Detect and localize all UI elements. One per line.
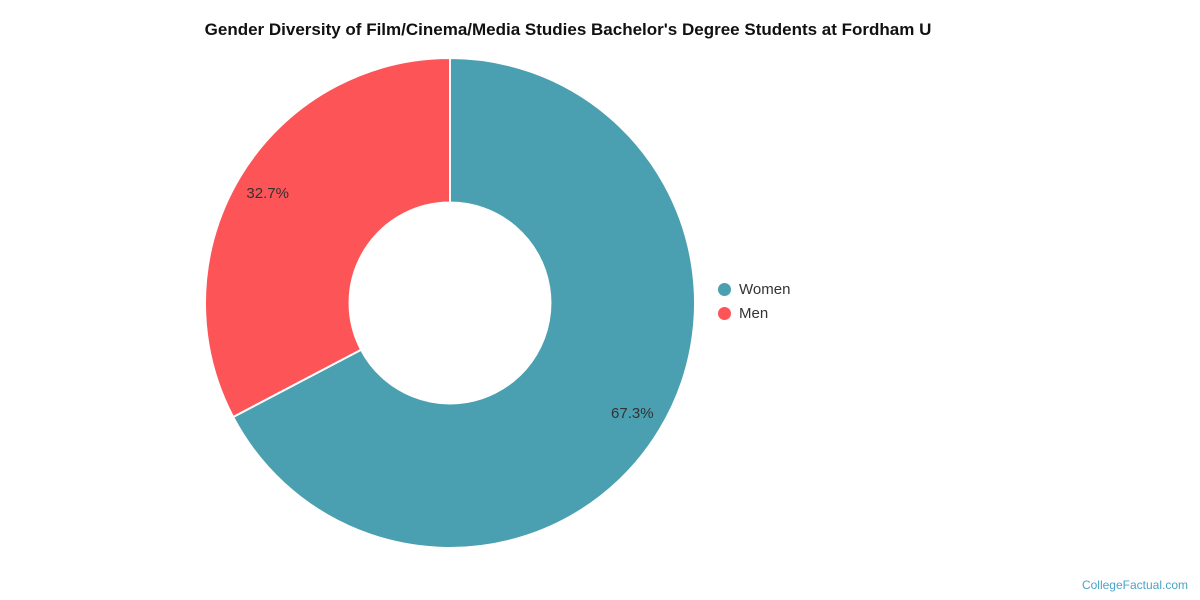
chart-legend: Women Men xyxy=(718,281,790,329)
slice-women[interactable] xyxy=(232,57,696,549)
donut-chart: 67.3% 32.7% xyxy=(204,57,696,549)
legend-marker-women-icon xyxy=(718,283,731,296)
slice-men[interactable] xyxy=(204,57,451,418)
chart-title: Gender Diversity of Film/Cinema/Media St… xyxy=(204,20,932,39)
slice-label-women: 67.3% xyxy=(611,405,654,422)
legend-item-women[interactable]: Women xyxy=(718,281,790,298)
watermark-link[interactable]: CollegeFactual.com xyxy=(1081,578,1188,592)
legend-item-men[interactable]: Men xyxy=(718,305,790,322)
slice-label-men: 32.7% xyxy=(246,185,289,202)
legend-marker-men-icon xyxy=(718,307,731,320)
legend-label-men: Men xyxy=(739,305,769,322)
legend-label-women: Women xyxy=(739,281,791,298)
